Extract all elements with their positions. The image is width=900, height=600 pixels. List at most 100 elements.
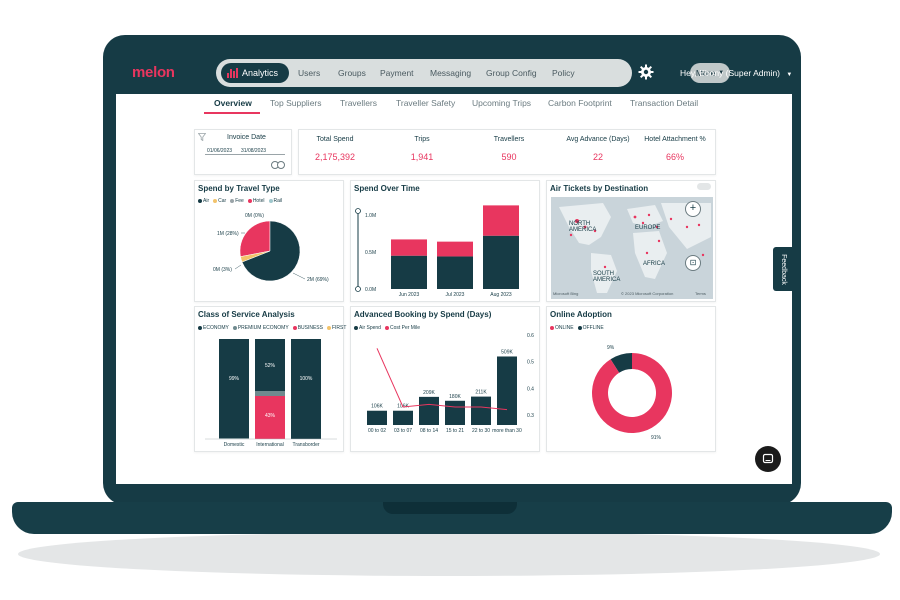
y2-tick-label: 0.5 <box>527 360 534 366</box>
legend-item[interactable]: Rail <box>268 198 282 204</box>
brand-logo[interactable]: melon <box>132 64 175 81</box>
spend-type-pie[interactable]: 0M (0%) 1M (28%) 0M (3%) 2M (69%) <box>195 205 345 301</box>
legend-item[interactable]: Cost Per Mile <box>384 325 420 331</box>
legend-item[interactable]: FIRST <box>326 325 346 331</box>
bar-hotel-2[interactable] <box>483 205 519 236</box>
invoice-date-to[interactable]: 31/08/2023 <box>241 148 267 154</box>
bar-air-2[interactable] <box>483 235 519 289</box>
axis-label-transborder: Transborder <box>292 442 319 448</box>
tab-carbon-footprint[interactable]: Carbon Footprint <box>548 98 612 108</box>
legend-item[interactable]: Car <box>213 198 226 204</box>
caret-down-icon: ▼ <box>786 72 792 78</box>
tab-top-suppliers[interactable]: Top Suppliers <box>270 98 322 108</box>
nav-groups[interactable]: Groups <box>338 68 366 78</box>
legend-item[interactable]: ECONOMY <box>198 325 229 331</box>
kpi-strip: Total Spend 2,175,392 Trips 1,941 Travel… <box>298 129 716 175</box>
x-tick-label: 22 to 30 <box>472 428 490 434</box>
tab-upcoming-trips[interactable]: Upcoming Trips <box>472 98 532 108</box>
legend-item[interactable]: Fee <box>230 198 244 204</box>
nav-messaging[interactable]: Messaging <box>430 68 472 78</box>
bar-label-international-top: 52% <box>265 363 276 369</box>
chat-button[interactable] <box>755 446 781 472</box>
filter-icon[interactable] <box>198 133 206 141</box>
donut-slice-online[interactable] <box>592 353 672 433</box>
date-slider-handle-end[interactable] <box>277 161 285 169</box>
pie-slice-car[interactable] <box>240 250 271 263</box>
bar-premium-economy-1[interactable] <box>255 391 285 396</box>
tab-transaction-detail[interactable]: Transaction Detail <box>630 98 699 108</box>
bar-economy-1[interactable] <box>255 339 285 391</box>
bar-premium-economy-0[interactable] <box>219 438 249 439</box>
invoice-date-filter: Invoice Date 01/06/2023 31/08/2023 <box>194 129 292 175</box>
bar-business-1[interactable] <box>255 396 285 439</box>
spend-by-travel-type-card: Spend by Travel Type Air Car Fee Hotel R… <box>194 180 344 302</box>
range-handle-top[interactable] <box>355 208 361 214</box>
bar-value-label: 106K <box>371 404 383 410</box>
legend-item[interactable]: BUSINESS <box>292 325 323 331</box>
bar-value-label: 509K <box>501 349 513 355</box>
nav-more-button[interactable]: More ▼ <box>690 63 730 83</box>
feedback-tab[interactable]: Feedback <box>773 247 793 291</box>
zoom-reset-icon[interactable]: ⊡ <box>685 255 701 271</box>
tab-travellers[interactable]: Travellers <box>340 98 377 108</box>
bar-hotel-1[interactable] <box>437 241 473 257</box>
top-bar: melon Analytics Users Groups Payment Mes… <box>116 52 792 94</box>
bar-air-spend-1[interactable] <box>393 410 413 425</box>
zoom-in-icon[interactable]: + <box>685 201 701 217</box>
online-adoption-donut[interactable]: 9% 91% <box>547 307 717 453</box>
bar-air-spend-2[interactable] <box>419 396 439 425</box>
kpi-hotel-attachment-value: 66% <box>665 152 684 162</box>
nav-analytics[interactable]: Analytics <box>221 63 289 83</box>
legend-item[interactable]: PREMIUM ECONOMY <box>232 325 289 331</box>
y2-tick-label: 0.3 <box>527 413 534 419</box>
kpi-trips-value: 1,941 <box>410 152 434 162</box>
legend-item[interactable]: Air <box>198 198 209 204</box>
bar-air-spend-3[interactable] <box>445 400 465 425</box>
bar-economy-2[interactable] <box>291 339 321 439</box>
bar-hotel-0[interactable] <box>391 239 427 256</box>
legend-item[interactable]: ONLINE <box>550 325 574 331</box>
advanced-booking-legend: Air Spend Cost Per Mile <box>354 325 420 331</box>
map-terms[interactable]: Terms <box>695 291 706 296</box>
bar-air-spend-4[interactable] <box>471 396 491 425</box>
invoice-date-from[interactable]: 01/06/2023 <box>207 148 233 154</box>
map-label-europe: EUROPE <box>635 225 661 231</box>
pie-label-air: 2M (69%) <box>307 277 329 283</box>
advanced-booking-card: Advanced Booking by Spend (Days) Air Spe… <box>350 306 540 452</box>
x-tick-label: Jul 2023 <box>446 292 465 298</box>
bar-air-spend-5[interactable] <box>497 356 517 425</box>
legend-item[interactable]: Air Spend <box>354 325 381 331</box>
tab-traveller-safety[interactable]: Traveller Safety <box>396 98 456 108</box>
nav-analytics-label: Analytics <box>242 68 279 78</box>
x-tick-label: 00 to 02 <box>368 428 386 434</box>
donut-slice-offline[interactable] <box>610 353 632 373</box>
legend-item[interactable]: Hotel <box>247 198 265 204</box>
bar-air-1[interactable] <box>437 256 473 289</box>
bar-economy-0[interactable] <box>219 339 249 438</box>
pie-label-car: 0M (3%) <box>213 267 232 273</box>
legend-item[interactable]: OFFLINE <box>577 325 604 331</box>
laptop-shadow <box>18 532 880 576</box>
pie-slice-air[interactable] <box>241 220 301 282</box>
pie-slice-hotel[interactable] <box>239 220 271 257</box>
y-tick-label: 0.5M <box>365 250 376 256</box>
world-map[interactable]: NORTH AMERICA EUROPE AFRICA SOUTH AMERIC… <box>551 197 713 299</box>
spend-type-legend: Air Car Fee Hotel Rail <box>198 198 282 204</box>
dashboard-screen: melon Analytics Users Groups Payment Mes… <box>116 52 792 484</box>
nav-policy[interactable]: Policy <box>552 68 575 78</box>
gear-icon[interactable] <box>638 64 654 80</box>
map-attribution: © 2023 Microsoft Corporation <box>621 291 674 296</box>
bar-air-0[interactable] <box>391 255 427 289</box>
nav-users[interactable]: Users <box>298 68 321 78</box>
cost-per-mile-line[interactable] <box>376 348 508 411</box>
main-nav: Analytics Users Groups Payment Messaging… <box>216 59 730 87</box>
map-toggle[interactable] <box>697 183 711 190</box>
nav-payment[interactable]: Payment <box>380 68 414 78</box>
nav-group-config[interactable]: Group Config <box>486 68 537 78</box>
range-handle-bottom[interactable] <box>355 286 361 292</box>
tab-overview[interactable]: Overview <box>214 98 252 108</box>
user-menu[interactable]: Hey, Ebony (Super Admin) ▼ <box>680 68 792 78</box>
bar-air-spend-0[interactable] <box>367 410 387 425</box>
bar-value-label: 180K <box>449 394 461 400</box>
